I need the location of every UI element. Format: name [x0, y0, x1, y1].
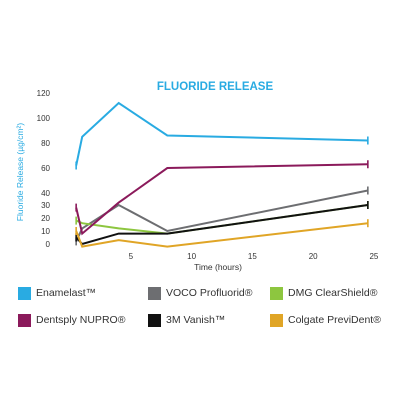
chart-title: FLUORIDE RELEASE	[157, 81, 274, 93]
y-tick-label: 30	[41, 201, 50, 210]
y-tick-label: 20	[41, 214, 50, 223]
legend-swatch	[270, 286, 283, 300]
legend-label: DMG ClearShield®	[288, 287, 378, 299]
x-tick-label: 15	[248, 252, 257, 261]
legend-item: VOCO Profluorid®	[148, 286, 253, 300]
x-axis-label: Time (hours)	[194, 262, 242, 272]
legend-label: Enamelast™	[36, 287, 97, 299]
legend-label: VOCO Profluorid®	[166, 287, 253, 299]
y-tick-label: 80	[41, 139, 50, 148]
y-tick-label: 10	[41, 227, 50, 236]
x-tick-label: 25	[369, 252, 378, 261]
y-tick-label: 40	[41, 189, 50, 198]
y-tick-label: 0	[46, 240, 51, 249]
legend-label: Dentsply NUPRO®	[36, 314, 126, 326]
series-line-4	[75, 163, 368, 236]
legend-item: DMG ClearShield®	[270, 286, 377, 300]
y-axis-label: Fluoride Release (µg/cm²)	[15, 123, 25, 222]
legend-swatch	[18, 313, 31, 327]
legend-item: Colgate PreviDent®	[270, 313, 381, 327]
x-axis-ticks: 5 10 15 20 25	[129, 252, 379, 261]
x-tick-label: 10	[187, 252, 196, 261]
y-axis-ticks: 0 10 20 30 40 60 80 100 120	[37, 89, 51, 249]
series-line-1	[75, 101, 368, 166]
legend-item: Dentsply NUPRO®	[18, 313, 125, 327]
x-tick-label: 20	[309, 252, 318, 261]
legend-swatch	[18, 286, 31, 300]
y-tick-label: 60	[41, 164, 50, 173]
series-layer	[75, 101, 369, 248]
series-line-6	[75, 222, 368, 248]
y-tick-label: 100	[37, 114, 51, 123]
x-tick-label: 5	[129, 252, 134, 261]
legend-label: Colgate PreviDent®	[288, 314, 381, 326]
legend-item: 3M Vanish™	[148, 313, 225, 327]
series-line-2	[75, 189, 368, 242]
series-line-5	[75, 204, 368, 246]
legend-swatch	[270, 313, 283, 327]
legend-label: 3M Vanish™	[166, 314, 226, 326]
legend-swatch	[148, 313, 161, 327]
y-tick-label: 120	[37, 89, 51, 98]
legend-item: Enamelast™	[18, 286, 96, 300]
legend-swatch	[148, 286, 161, 300]
